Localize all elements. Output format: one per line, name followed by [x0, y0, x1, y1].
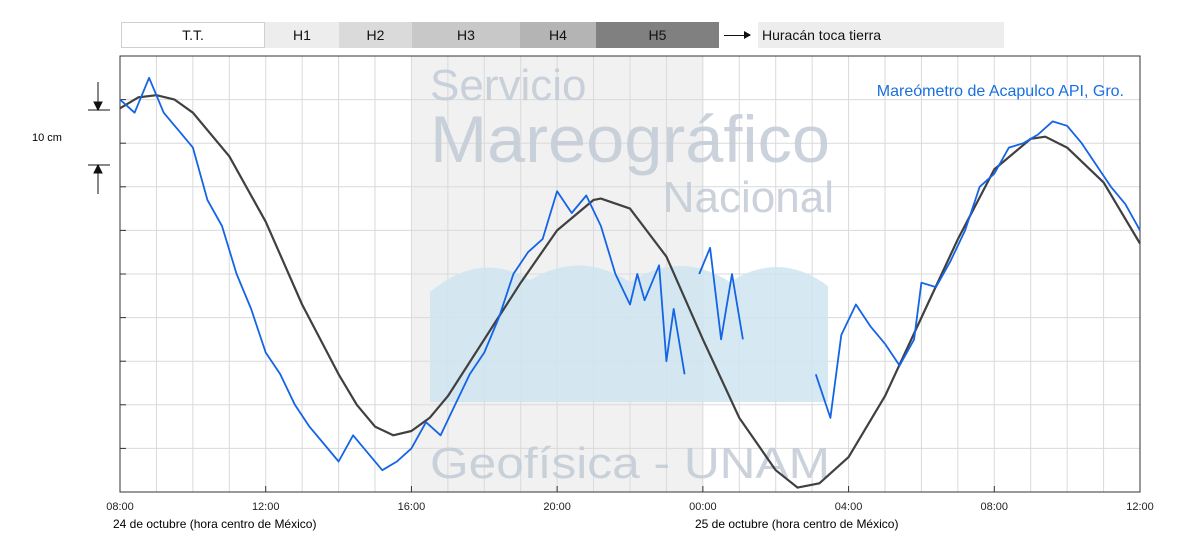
x-tick-label: 04:00	[835, 501, 863, 513]
legend-h5: H5	[596, 22, 719, 48]
legend-h3: H3	[412, 22, 520, 48]
scale-label: 10 cm	[32, 132, 62, 144]
watermark-line3: Nacional	[663, 173, 834, 222]
x-tick-label: 20:00	[543, 501, 571, 513]
x-tick-labels: 08:00 12:00 16:00 20:00 00:00 04:00 08:00 12:00	[106, 486, 1154, 513]
x-tick-label: 16:00	[398, 501, 426, 513]
legend-h2: H2	[339, 22, 412, 48]
watermark-line2: Mareográfico	[430, 102, 830, 176]
x-tick-label: 00:00	[689, 501, 717, 513]
series-line-observed	[119, 76, 686, 472]
landfall-arrow-icon	[724, 30, 751, 39]
x-tick-label: 08:00	[981, 501, 1009, 513]
series-line-observed	[698, 246, 744, 341]
legend-h4: H4	[520, 22, 596, 48]
landfall-legend: Huracán toca tierra	[724, 22, 1004, 48]
x-tick-label: 08:00	[106, 501, 134, 513]
series-layer	[119, 76, 1141, 489]
series-line-predicted	[119, 94, 1141, 489]
scale-bar-icon	[88, 82, 110, 194]
watermark-wave-icon	[430, 292, 828, 402]
watermark: Servicio Mareográfico Nacional Geofísica…	[430, 61, 834, 488]
watermark-line4: Geofísica - UNAM	[430, 439, 830, 488]
legend-tt: T.T.	[121, 22, 265, 48]
date-label-24-oct: 24 de octubre (hora centro de México)	[113, 517, 316, 531]
watermark-line1: Servicio	[430, 61, 587, 110]
date-label-25-oct: 25 de octubre (hora centro de México)	[695, 517, 898, 531]
x-tick-label: 12:00	[1126, 501, 1154, 513]
watermark-crest-icon	[430, 265, 828, 292]
legend-bar: T.T. H1 H2 H3 H4 H5	[121, 22, 719, 48]
legend-h1: H1	[265, 22, 339, 48]
chart-title: Mareómetro de Acapulco API, Gro.	[877, 83, 1124, 100]
series-line-observed	[814, 120, 1141, 419]
plot-frame	[119, 55, 1141, 493]
x-tick-label: 12:00	[252, 501, 280, 513]
grid	[120, 56, 1140, 492]
landfall-label: Huracán toca tierra	[758, 22, 1004, 48]
